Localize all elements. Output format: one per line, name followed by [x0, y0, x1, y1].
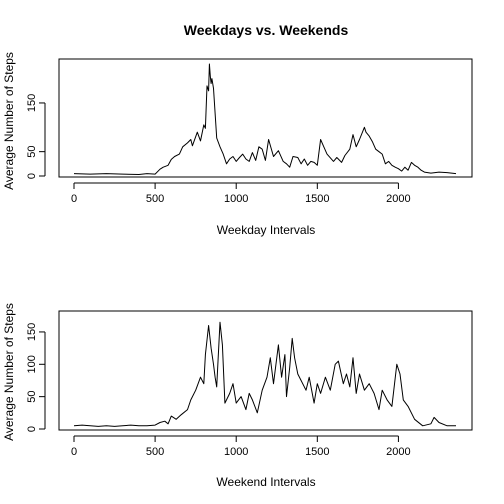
y-tick-label: 0 — [26, 173, 38, 179]
x-tick-label: 0 — [71, 446, 77, 458]
y-axis: 0 50 150 — [26, 94, 46, 179]
y-tick-label: 50 — [26, 146, 38, 158]
y-axis-label: Average Number of Steps — [2, 303, 16, 441]
plot-frame — [58, 310, 473, 431]
series-line-0 — [73, 63, 457, 175]
y-tick-label: 100 — [26, 355, 38, 373]
x-tick-label: 0 — [71, 193, 77, 205]
y-tick-label: 50 — [26, 391, 38, 403]
weekday-panel: Weekdays vs. Weekends Weekday Intervals … — [2, 22, 473, 237]
x-tick-label: 1500 — [305, 193, 329, 205]
x-axis: 0 500 1000 1500 2000 — [71, 182, 411, 205]
y-tick-label: 150 — [26, 94, 38, 112]
x-tick-label: 2000 — [386, 193, 410, 205]
weekend-panel: Weekend Intervals Average Number of Step… — [2, 303, 473, 489]
x-tick-label: 2000 — [386, 446, 410, 458]
series-line-0 — [73, 321, 456, 427]
x-axis: 0 500 1000 1500 2000 — [71, 435, 411, 458]
y-axis: 0 50 100 150 — [26, 323, 46, 432]
series-layer — [73, 321, 456, 427]
series-layer — [73, 63, 457, 175]
y-tick-label: 0 — [26, 426, 38, 432]
x-tick-label: 500 — [146, 446, 164, 458]
x-tick-label: 1000 — [224, 193, 248, 205]
x-tick-label: 1000 — [224, 446, 248, 458]
plot-frame — [58, 58, 473, 178]
x-axis-label: Weekend Intervals — [216, 475, 315, 489]
chart-title: Weekdays vs. Weekends — [184, 22, 349, 38]
y-tick-label: 150 — [26, 323, 38, 341]
x-axis-label: Weekday Intervals — [217, 223, 316, 237]
x-tick-label: 500 — [146, 193, 164, 205]
x-tick-label: 1500 — [305, 446, 329, 458]
y-axis-label: Average Number of Steps — [2, 52, 16, 190]
